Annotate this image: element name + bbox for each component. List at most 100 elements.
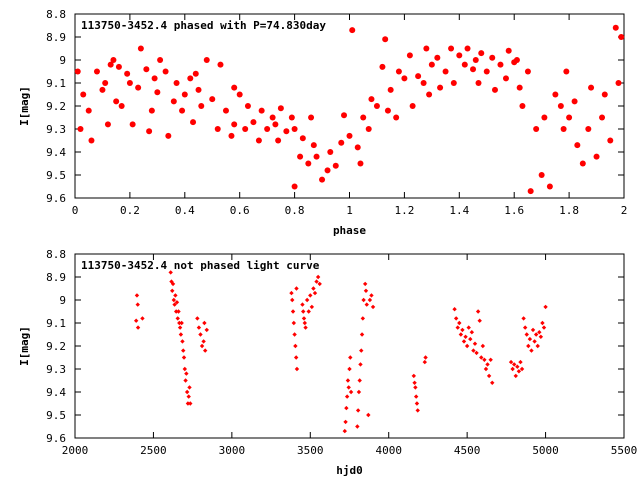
phased-data-point <box>420 80 427 86</box>
phased-x-tick-label: 0.8 <box>285 204 305 217</box>
unphased-x-tick-label: 5000 <box>532 444 559 457</box>
phased-data-point <box>357 160 364 167</box>
unphased-x-tick-label: 4500 <box>454 444 481 457</box>
unphased-data-point <box>133 318 139 323</box>
unphased-data-point <box>308 293 313 298</box>
phased-data-point <box>217 61 224 68</box>
phased-data-point <box>165 132 172 139</box>
phased-data-point <box>170 98 177 105</box>
unphased-data-point <box>202 348 208 353</box>
phased-data-point <box>538 172 545 178</box>
phased-y-tick-label: 9.4 <box>46 146 66 159</box>
unphased-data-point <box>314 279 319 284</box>
unphased-data-point <box>521 316 526 321</box>
unphased-data-point <box>198 332 203 337</box>
phased-data-point <box>475 80 482 86</box>
phased-data-point <box>450 80 457 86</box>
phased-data-point <box>291 126 298 132</box>
phased-data-point <box>406 52 413 59</box>
phased-data-point <box>533 126 540 132</box>
phased-data-point <box>593 153 600 160</box>
unphased-data-point <box>414 401 420 406</box>
phased-data-point <box>305 160 312 167</box>
phased-data-point <box>258 107 265 114</box>
phased-data-point <box>154 89 161 96</box>
phased-data-point <box>552 91 559 98</box>
phased-data-point <box>470 66 477 73</box>
phased-data-point <box>283 128 290 135</box>
unphased-data-point <box>366 412 371 418</box>
phased-data-point <box>448 45 455 52</box>
unphased-data-point <box>291 320 297 326</box>
phased-data-point <box>379 63 386 70</box>
unphased-data-point <box>168 270 173 275</box>
unphased-data-point <box>468 336 473 342</box>
phased-x-axis-label: phase <box>333 224 366 237</box>
phased-data-point <box>571 98 578 105</box>
unphased-data-point <box>355 408 361 413</box>
unphased-data-point <box>413 394 419 399</box>
unphased-data-point <box>185 401 191 406</box>
phased-data-point <box>415 73 422 80</box>
unphased-data-point <box>344 405 349 411</box>
unphased-data-point <box>290 309 296 314</box>
phased-data-point <box>151 75 158 82</box>
unphased-data-point <box>537 330 542 335</box>
phased-data-point <box>143 66 150 73</box>
phased-data-point <box>135 84 142 91</box>
unphased-data-point <box>457 320 462 326</box>
unphased-data-point <box>466 325 471 330</box>
phased-data-point <box>513 57 520 63</box>
unphased-data-point <box>177 325 183 330</box>
phased-y-tick-label: 9.3 <box>46 123 66 136</box>
unphased-data-point <box>461 339 467 344</box>
phased-data-point <box>516 84 523 91</box>
unphased-data-point <box>527 336 533 342</box>
phased-data-point <box>491 86 498 93</box>
phased-data-point <box>588 84 595 91</box>
phased-data-point <box>426 91 433 98</box>
unphased-data-point <box>309 304 315 310</box>
unphased-data-point <box>182 366 187 372</box>
unphased-data-point <box>171 297 177 303</box>
phased-x-tick-label: 1.2 <box>394 204 414 217</box>
phased-data-point <box>546 183 553 190</box>
phased-data-point <box>472 57 479 63</box>
phased-y-tick-label: 9.6 <box>46 192 66 205</box>
unphased-data-point <box>370 304 376 310</box>
phased-x-tick-label: 0 <box>72 204 79 217</box>
unphased-y-tick-label: 9.3 <box>46 363 66 376</box>
phased-data-point <box>563 68 570 75</box>
unphased-data-point <box>415 408 420 413</box>
unphased-y-tick-label: 9.5 <box>46 409 66 422</box>
phased-data-point <box>255 137 262 144</box>
unphased-data-point <box>195 316 200 321</box>
unphased-x-tick-label: 2000 <box>62 444 89 457</box>
unphased-data-point <box>469 330 475 335</box>
unphased-data-point <box>293 343 298 349</box>
unphased-data-point <box>344 394 350 399</box>
unphased-data-point <box>490 380 495 385</box>
phased-data-point <box>368 96 375 103</box>
phased-data-point <box>269 114 276 121</box>
unphased-data-point <box>187 385 192 390</box>
unphased-data-point <box>422 359 427 365</box>
unphased-data-point <box>186 394 191 399</box>
phased-data-point <box>222 107 229 114</box>
unphased-data-point <box>181 348 186 353</box>
unphased-data-point <box>453 316 459 321</box>
phased-data-point <box>579 160 586 167</box>
phased-data-point <box>319 176 326 183</box>
phased-y-tick-label: 8.9 <box>46 31 66 44</box>
phased-data-point <box>231 84 238 91</box>
phased-data-point <box>148 107 155 114</box>
unphased-data-point <box>204 327 209 333</box>
phased-data-point <box>442 68 449 75</box>
phased-data-point <box>527 188 534 195</box>
unphased-data-point <box>302 320 307 326</box>
phased-data-point <box>338 139 345 146</box>
phased-data-point <box>244 103 251 109</box>
phased-data-point <box>618 34 625 40</box>
unphased-data-point <box>312 290 318 296</box>
